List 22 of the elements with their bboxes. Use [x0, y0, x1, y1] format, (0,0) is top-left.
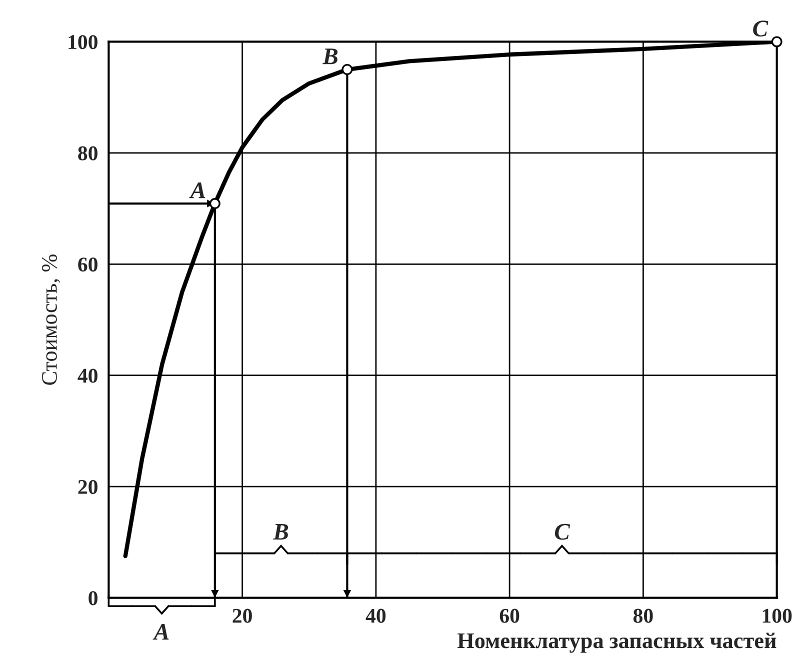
y-tick-label: 60: [78, 258, 98, 272]
annotation: A: [189, 182, 206, 198]
y-tick-label: 100: [68, 35, 98, 50]
x-tick-label: 80: [633, 608, 653, 623]
x-tick-label: 20: [232, 608, 252, 623]
annotation: B: [272, 524, 288, 540]
y-axis-title: Стоимость, %: [42, 254, 60, 385]
annotation: C: [554, 524, 570, 540]
point: [342, 64, 353, 76]
y-tick-label: 40: [78, 368, 98, 383]
y-tick-label: 0: [88, 591, 98, 606]
x-axis-title: Номенклатура запасных частей: [457, 632, 776, 653]
y-tick-label: 20: [78, 480, 98, 494]
point: [771, 36, 782, 48]
point: [209, 198, 220, 210]
x-tick-label: 100: [762, 608, 792, 623]
annotation: C: [753, 20, 768, 37]
y-tick-label: 80: [78, 146, 98, 160]
text: A: [152, 624, 169, 640]
x-tick-label: 60: [500, 608, 520, 623]
annotation: B: [322, 48, 338, 64]
x-tick-label: 40: [366, 608, 386, 623]
